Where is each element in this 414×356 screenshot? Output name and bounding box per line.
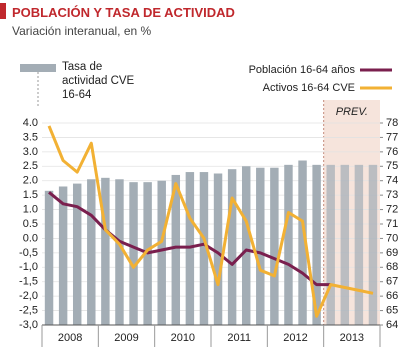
bar	[368, 164, 378, 325]
y-tick-label: -2,0	[19, 290, 38, 302]
y2-tick-label: 73	[386, 189, 398, 201]
y-tick-label: 0.0	[23, 232, 38, 244]
y2-tick-label: 68	[386, 261, 398, 273]
y-tick-label: -1,0	[19, 261, 38, 273]
x-group-label: 2010	[171, 332, 195, 344]
bar	[72, 183, 82, 325]
y-tick-label: 2.5	[23, 160, 38, 172]
y-tick-label: -3,0	[19, 319, 38, 331]
y2-tick-label: 64	[386, 319, 398, 331]
y-tick-label: 1.0	[23, 203, 38, 215]
x-group-label: 2011	[227, 332, 251, 344]
y2-tick-label: 75	[386, 160, 398, 172]
y2-tick-label: 77	[386, 131, 398, 143]
bar	[312, 164, 321, 325]
bar	[213, 173, 223, 325]
y2-tick-label: 78	[386, 117, 398, 129]
line	[47, 125, 374, 318]
bar	[115, 179, 124, 325]
bar	[227, 169, 237, 325]
y-tick-label: 2.0	[23, 175, 38, 187]
chart-subtitle: Variación interanual, en %	[12, 24, 152, 38]
y2-tick-label: 70	[386, 232, 398, 244]
bar	[284, 164, 293, 325]
legend-swatch	[20, 64, 56, 72]
bar	[44, 190, 54, 325]
bar	[87, 179, 96, 325]
bar	[58, 186, 68, 325]
x-group-label: 2012	[283, 332, 307, 344]
bar	[270, 167, 279, 325]
y2-tick-label: 76	[386, 146, 398, 158]
bar	[101, 177, 110, 325]
line	[48, 191, 331, 287]
legend-label: Tasa de actividad CVE 16-64	[62, 61, 135, 101]
bar	[256, 167, 265, 325]
bar	[354, 164, 364, 325]
bar	[129, 182, 138, 325]
chart-title: POBLACIÓN Y TASA DE ACTIVIDAD	[12, 5, 235, 20]
y-tick-label: 4.0	[23, 117, 38, 129]
y2-tick-label: 69	[386, 247, 398, 259]
y2-tick-label: 66	[386, 290, 398, 302]
bar	[199, 172, 209, 325]
bar	[157, 180, 166, 325]
y2-tick-label: 74	[386, 175, 398, 187]
bar	[326, 164, 335, 325]
y-tick-label: 1.5	[23, 189, 38, 201]
x-group-label: 2013	[340, 332, 364, 344]
bar	[171, 174, 181, 325]
y2-tick-label: 72	[386, 203, 398, 215]
y2-tick-label: 65	[386, 304, 398, 316]
legend-label: Activos 16-64 CVE	[263, 82, 355, 94]
y-tick-label: -0,5	[19, 247, 38, 259]
y-tick-label: -1,5	[19, 276, 38, 288]
bar	[340, 164, 350, 325]
y-tick-label: 3.0	[23, 146, 38, 158]
y2-tick-label: 71	[386, 218, 398, 230]
title-marker	[0, 3, 6, 19]
legend-label: Población 16-64 años	[249, 64, 356, 76]
y-tick-label: 3.5	[23, 131, 38, 143]
y-tick-label: -2,5	[19, 304, 38, 316]
y-tick-label: 0.5	[23, 218, 38, 230]
y2-tick-label: 67	[386, 276, 398, 288]
x-group-label: 2009	[114, 332, 138, 344]
bar	[298, 160, 307, 325]
bar	[241, 166, 251, 325]
x-group-label: 2008	[58, 332, 82, 344]
forecast-label: PREV.	[336, 106, 368, 118]
